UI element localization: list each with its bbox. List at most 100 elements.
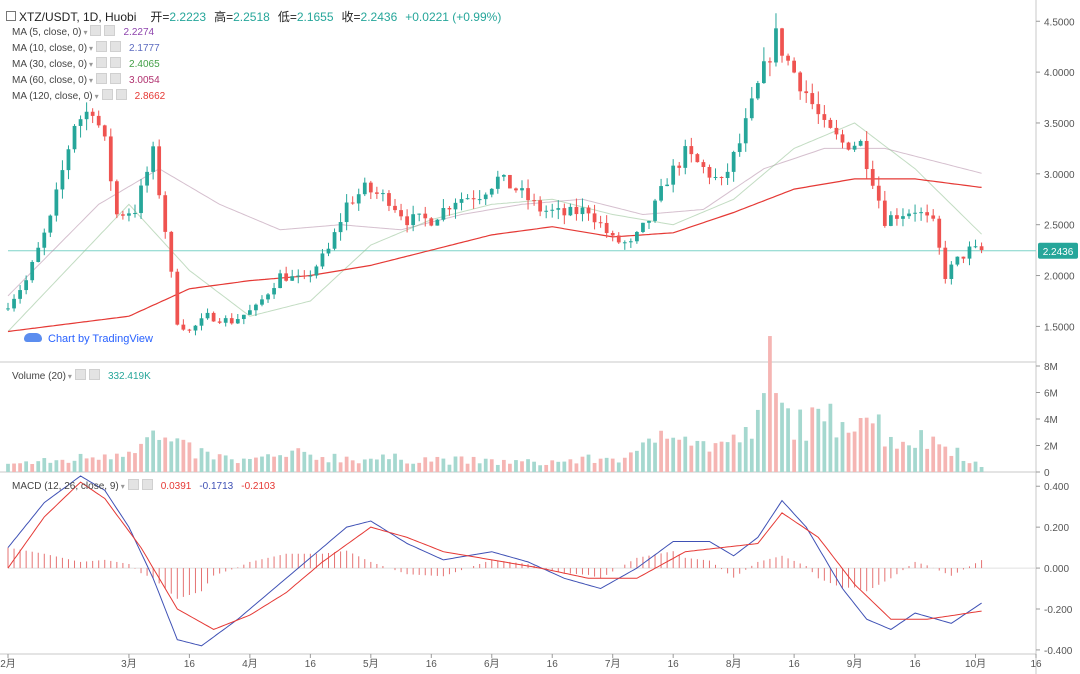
chevron-down-icon[interactable]: ▾	[67, 372, 72, 381]
candle-body	[441, 208, 446, 220]
close-icon[interactable]	[104, 25, 116, 36]
volume-bar	[169, 441, 174, 472]
candle-body	[562, 208, 567, 216]
candle-body	[181, 324, 186, 330]
settings-icon[interactable]	[90, 25, 102, 36]
settings-icon[interactable]	[96, 41, 108, 52]
close-icon[interactable]	[110, 41, 122, 52]
tradingview-watermark[interactable]: Chart by TradingView	[24, 333, 153, 345]
volume-bar	[187, 442, 192, 472]
close-icon[interactable]	[88, 369, 100, 380]
candle-body	[102, 125, 107, 137]
ma-row[interactable]: MA (5, close, 0) ▾ 2.2274	[12, 25, 165, 41]
candle-body	[556, 208, 561, 210]
time-axis-label: 5月	[363, 658, 379, 670]
settings-icon[interactable]	[96, 57, 108, 68]
volume-bar	[405, 463, 409, 472]
candle-body	[169, 231, 174, 272]
ma-row[interactable]: MA (10, close, 0) ▾ 2.1777	[12, 41, 165, 57]
volume-bar	[211, 459, 216, 472]
candle-body	[471, 198, 476, 200]
settings-icon[interactable]	[101, 89, 113, 100]
volume-bar	[780, 402, 784, 472]
macd-axis-label: -0.200	[1044, 605, 1073, 616]
candle-body	[840, 134, 845, 143]
ma-label: MA (60, close, 0)	[12, 75, 88, 86]
ma-label: MA (120, close, 0)	[12, 91, 93, 102]
volume-bar	[447, 464, 452, 472]
volume-bar	[792, 439, 796, 472]
candle-body	[447, 208, 452, 210]
price-axis-label: 1.5000	[1044, 322, 1075, 333]
candles	[6, 13, 984, 336]
candle-body	[508, 174, 512, 189]
volume-bar	[501, 459, 506, 472]
ma-row[interactable]: MA (60, close, 0) ▾ 3.0054	[12, 73, 165, 89]
volume-bar	[762, 393, 766, 472]
volume-bar	[441, 458, 446, 472]
candle-body	[411, 214, 416, 226]
ma-row[interactable]: MA (30, close, 0) ▾ 2.4065	[12, 57, 165, 73]
chevron-down-icon[interactable]: ▾	[83, 28, 88, 37]
candle-body	[955, 256, 960, 265]
collapse-icon[interactable]	[6, 11, 16, 21]
volume-bar	[235, 463, 240, 472]
macd-legend[interactable]: MACD (12, 26, close, 9) ▾ 0.0391 -0.1713 -0.…	[12, 479, 275, 492]
volume-bar	[78, 453, 83, 472]
close-icon[interactable]	[110, 73, 122, 84]
high-value: 2.2518	[233, 10, 270, 24]
candle-body	[60, 170, 65, 190]
volume-bar	[163, 437, 168, 472]
volume-bar	[435, 456, 440, 472]
macd-axis-label: 0.400	[1044, 482, 1069, 493]
candle-body	[925, 212, 930, 216]
volume-bar	[266, 454, 270, 472]
chevron-down-icon[interactable]: ▾	[120, 482, 125, 491]
candle-body	[762, 61, 766, 84]
volume-bar	[350, 460, 355, 472]
volume-bar	[695, 440, 700, 472]
close-icon[interactable]	[110, 57, 122, 68]
settings-icon[interactable]	[96, 73, 108, 84]
volume-bar	[6, 463, 10, 472]
macd-histogram	[7, 547, 983, 599]
volume-bar	[393, 453, 397, 472]
volume-bar	[822, 421, 827, 472]
volume-bar	[272, 456, 276, 472]
volume-bar	[828, 403, 833, 472]
volume-legend[interactable]: Volume (20) ▾ 332.419K	[12, 369, 151, 382]
close-icon[interactable]	[141, 479, 153, 490]
low-value: 2.1655	[296, 10, 334, 24]
volume-bar	[979, 466, 984, 472]
chevron-down-icon[interactable]: ▾	[89, 60, 94, 69]
candle-body	[223, 318, 228, 323]
candle-body	[78, 119, 83, 126]
chevron-down-icon[interactable]: ▾	[94, 92, 99, 101]
close-icon[interactable]	[115, 89, 127, 100]
candle-body	[374, 192, 379, 194]
candle-body	[677, 165, 682, 168]
candle-body	[308, 275, 313, 277]
candle-body	[864, 140, 869, 170]
macd-axis-label: 0.000	[1044, 564, 1069, 575]
volume-bar	[901, 441, 905, 472]
candle-body	[368, 182, 373, 193]
candle-body	[671, 165, 676, 185]
chevron-down-icon[interactable]: ▾	[89, 44, 94, 53]
candle-body	[459, 199, 464, 203]
ma-row[interactable]: MA (120, close, 0) ▾ 2.8662	[12, 89, 165, 105]
volume-bar	[151, 430, 156, 472]
settings-icon[interactable]	[127, 479, 139, 490]
candle-body	[175, 271, 180, 325]
candle-body	[695, 154, 700, 163]
ma-value: 2.4065	[129, 59, 160, 70]
candle-body	[90, 111, 95, 116]
volume-bar	[610, 458, 615, 472]
candle-body	[350, 202, 355, 204]
volume-bar	[102, 454, 107, 472]
candle-body	[290, 276, 295, 281]
volume-bar	[580, 456, 585, 472]
candle-body	[108, 136, 113, 182]
chevron-down-icon[interactable]: ▾	[89, 76, 94, 85]
settings-icon[interactable]	[74, 369, 86, 380]
